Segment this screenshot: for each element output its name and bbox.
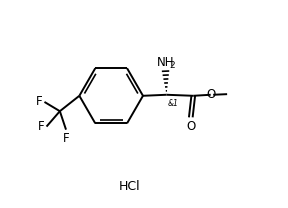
Text: O: O [186,120,196,133]
Text: F: F [63,132,69,145]
Text: HCl: HCl [119,180,141,193]
Text: F: F [38,120,44,134]
Text: 2: 2 [170,61,175,70]
Text: O: O [206,88,215,101]
Text: NH: NH [157,56,175,69]
Text: &1: &1 [168,99,179,108]
Text: F: F [36,95,42,108]
